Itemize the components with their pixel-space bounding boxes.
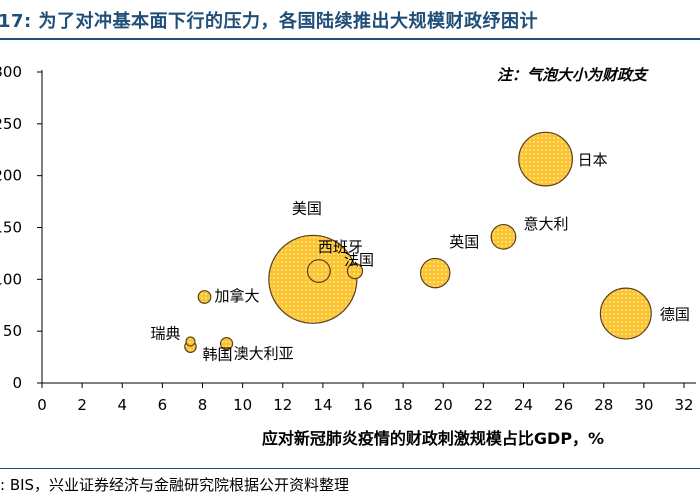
- x-tick-label: 12: [273, 396, 292, 414]
- x-tick-label: 26: [554, 396, 573, 414]
- x-tick-label: 4: [117, 396, 127, 414]
- y-tick-label: 150: [0, 219, 22, 237]
- chart-axes: 0246810121416182022242628303205010015020…: [0, 63, 696, 414]
- bubble-label: 韩国: [202, 346, 232, 364]
- bubble-label: 瑞典: [150, 325, 180, 343]
- bubble-point: [518, 131, 573, 187]
- x-tick-label: 14: [313, 396, 332, 414]
- bubble-point: [599, 287, 652, 340]
- bubble-point: [419, 257, 451, 289]
- x-tick-label: 18: [394, 396, 413, 414]
- bubble-chart: 0246810121416182022242628303205010015020…: [0, 63, 696, 448]
- x-tick-label: 8: [198, 396, 208, 414]
- y-tick-label: 200: [0, 167, 22, 185]
- bubble-label: 德国: [660, 306, 690, 324]
- x-axis-label: 应对新冠肺炎疫情的财政刺激规模占比GDP，%: [262, 429, 604, 448]
- x-tick-label: 32: [674, 396, 693, 414]
- x-tick-label: 6: [158, 396, 168, 414]
- bubble-label: 美国: [292, 199, 322, 217]
- bubble-point: [306, 259, 331, 284]
- y-tick-label: 100: [0, 270, 22, 288]
- y-tick-label: 50: [3, 322, 22, 340]
- title-bar: 17: 为了对冲基本面下行的压力，各国陆续推出大规模财政纾困计: [0, 0, 700, 40]
- x-tick-label: 24: [514, 396, 533, 414]
- bubble-label: 日本: [578, 151, 608, 169]
- y-tick-label: 300: [0, 63, 22, 81]
- bubble-point: [346, 262, 364, 280]
- bubble-label: 加拿大: [215, 287, 260, 305]
- chart-annotation: 注：气泡大小为财政支: [497, 66, 649, 84]
- source-note: : BIS，兴业证券经济与金融研究院根据公开资料整理: [0, 476, 350, 494]
- x-tick-label: 22: [474, 396, 493, 414]
- x-tick-label: 28: [594, 396, 613, 414]
- footer-divider: [0, 468, 700, 469]
- bubble-series: [184, 131, 652, 353]
- x-tick-label: 30: [634, 396, 653, 414]
- x-tick-label: 16: [353, 396, 372, 414]
- bubble-label: 英国: [449, 233, 479, 251]
- bubble-label: 澳大利亚: [234, 345, 294, 363]
- bubble-label: 意大利: [523, 215, 568, 233]
- page-title: 17: 为了对冲基本面下行的压力，各国陆续推出大规模财政纾困计: [0, 11, 539, 32]
- x-tick-label: 10: [233, 396, 252, 414]
- x-tick-label: 0: [37, 396, 47, 414]
- y-tick-label: 250: [0, 115, 22, 133]
- bubble-label: 法国: [344, 251, 374, 269]
- bubble-point: [197, 290, 212, 304]
- x-tick-label: 20: [434, 396, 453, 414]
- bubble-label: 西班牙: [318, 238, 363, 256]
- bubble-point: [219, 337, 234, 351]
- x-tick-label: 2: [77, 396, 87, 414]
- bubble-point: [490, 223, 517, 250]
- bubble-point: [185, 336, 196, 347]
- y-tick-label: 0: [12, 374, 22, 392]
